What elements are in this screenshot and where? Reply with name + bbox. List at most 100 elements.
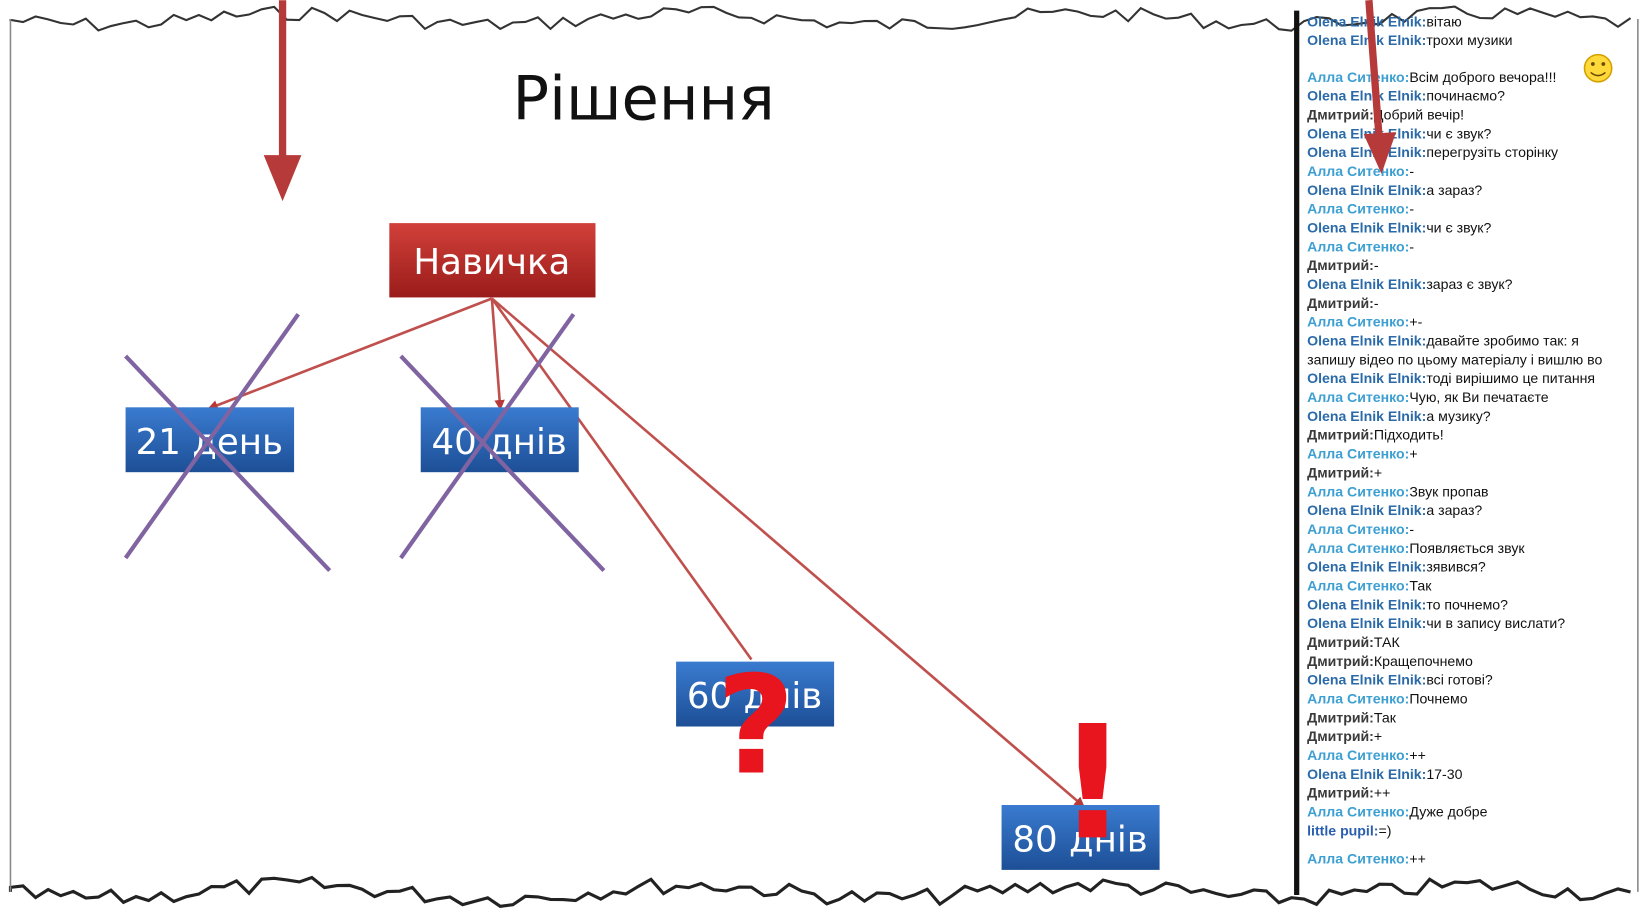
chat-author: Алла Ситенко: — [1307, 314, 1409, 330]
chat-text: Дуже добре — [1409, 804, 1487, 820]
chat-text: чи є звук? — [1426, 220, 1491, 236]
chat-text: починаємо? — [1426, 88, 1505, 104]
chat-message: Алла Ситенко:Так — [1307, 577, 1432, 593]
chat-text: ++ — [1409, 851, 1425, 867]
chat-message: Дмитрий:Добрий вечір! — [1307, 107, 1464, 123]
chat-message: Дмитрий:- — [1307, 295, 1379, 311]
chat-message: Olena Elnik Elnik:а зараз? — [1307, 182, 1482, 198]
chat-text: +- — [1409, 314, 1422, 330]
chat-author: Дмитрий: — [1307, 257, 1374, 273]
chat-author: Olena Elnik Elnik: — [1307, 144, 1426, 160]
chat-message: Алла Ситенко:Появляється звук — [1307, 540, 1525, 556]
chat-text: + — [1409, 446, 1417, 462]
chat-author: Дмитрий: — [1307, 709, 1374, 725]
chat-text: Почнемо — [1409, 690, 1467, 706]
chat-text: Добрий вечір! — [1374, 107, 1464, 123]
chat-message: Алла Ситенко:Звук пропав — [1307, 483, 1488, 499]
chat-author: Olena Elnik Elnik: — [1307, 333, 1426, 349]
chat-message: Olena Elnik Elnik:давайте зробимо так: я — [1307, 333, 1579, 349]
exclamation-mark: ! — [1057, 692, 1129, 875]
chat-text: перегрузіть сторінку — [1426, 144, 1559, 160]
chat-message: Olena Elnik Elnik:перегрузіть сторінку — [1307, 144, 1559, 160]
chat-author: Алла Ситенко: — [1307, 804, 1409, 820]
chat-text: вітаю — [1426, 13, 1461, 29]
chat-message: Алла Ситенко:++ — [1307, 851, 1426, 867]
slide-title: Рішення — [513, 64, 775, 134]
chat-author: Алла Ситенко: — [1307, 851, 1409, 867]
node-label: 40 днів — [432, 422, 567, 463]
chat-text-continued: запишу відео по цьому матеріалу і вишлю … — [1307, 351, 1602, 367]
chat-message: Olena Elnik Elnik:17-30 — [1307, 766, 1462, 782]
chat-text: давайте зробимо так: я — [1426, 333, 1579, 349]
chat-author: Алла Ситенко: — [1307, 163, 1409, 179]
chat-text: + — [1374, 728, 1382, 744]
chat-text: - — [1374, 295, 1379, 311]
chat-author: Алла Ситенко: — [1307, 540, 1409, 556]
chat-message: Алла Ситенко:++ — [1307, 747, 1426, 763]
chat-author: Алла Ситенко: — [1307, 690, 1409, 706]
chat-message: Olena Elnik Elnik:чи в запису вислати? — [1307, 615, 1565, 631]
chat-text: - — [1409, 201, 1414, 217]
chat-author: Olena Elnik Elnik: — [1307, 672, 1426, 688]
chat-author: Olena Elnik Elnik: — [1307, 182, 1426, 198]
chat-author: Дмитрий: — [1307, 634, 1374, 650]
chat-author: Olena Elnik Elnik: — [1307, 32, 1426, 48]
chat-message: Olena Elnik Elnik:тоді вирішимо це питан… — [1307, 370, 1595, 386]
chat-text: - — [1409, 521, 1414, 537]
chat-text: - — [1374, 257, 1379, 273]
chat-text: зараз є звук? — [1426, 276, 1512, 292]
smiley — [1584, 55, 1611, 82]
chat-message: Olena Elnik Elnik:чи є звук? — [1307, 220, 1491, 236]
chat-message: Алла Ситенко:Дуже добре — [1307, 804, 1488, 820]
chat-author: Алла Ситенко: — [1307, 446, 1409, 462]
chat-text: ++ — [1409, 747, 1425, 763]
chat-text: + — [1374, 464, 1382, 480]
chat-text: а музику? — [1426, 408, 1490, 424]
chat-text: =) — [1378, 822, 1391, 838]
chat-text: всі готові? — [1426, 672, 1493, 688]
chat-message: Olena Elnik Elnik:чи є звук? — [1307, 125, 1491, 141]
chat-text: трохи музики — [1426, 32, 1512, 48]
chat-message: Алла Ситенко:- — [1307, 238, 1414, 254]
chat-author: Olena Elnik Elnik: — [1307, 615, 1426, 631]
chat-author: Olena Elnik Elnik: — [1307, 88, 1426, 104]
chat-text: ++ — [1374, 785, 1390, 801]
chat-author: Алла Ситенко: — [1307, 238, 1409, 254]
chat-text: зявився? — [1426, 559, 1486, 575]
chat-text: Так — [1409, 577, 1432, 593]
chat-message: Olena Elnik Elnik:починаємо? — [1307, 88, 1505, 104]
chat-author: Дмитрий: — [1307, 464, 1374, 480]
chat-message: Дмитрий:- — [1307, 257, 1379, 273]
chat-author: Дмитрий: — [1307, 653, 1374, 669]
chat-message: Дмитрий:Підходить! — [1307, 427, 1444, 443]
chat-message: Алла Ситенко:Чую, як Ви печатаєте — [1307, 389, 1549, 405]
chat-text: тоді вирішимо це питання — [1426, 370, 1595, 386]
chat-author: Алла Ситенко: — [1307, 577, 1409, 593]
chat-text: то почнемо? — [1426, 596, 1508, 612]
chat-author: Olena Elnik Elnik: — [1307, 559, 1426, 575]
chat-text: ТАК — [1374, 634, 1401, 650]
chat-text: Всім доброго вечора!!! — [1409, 69, 1556, 85]
chat-author: Olena Elnik Elnik: — [1307, 502, 1426, 518]
chat-text: Так — [1374, 709, 1397, 725]
chat-author: Olena Elnik Elnik: — [1307, 766, 1426, 782]
chat-text: Чую, як Ви печатаєте — [1409, 389, 1548, 405]
chat-message: Olena Elnik Elnik:то почнемо? — [1307, 596, 1508, 612]
chat-author: Алла Ситенко: — [1307, 201, 1409, 217]
chat-author: Дмитрий: — [1307, 295, 1374, 311]
chat-text: 17-30 — [1426, 766, 1462, 782]
chat-message: Olena Elnik Elnik:а зараз? — [1307, 502, 1482, 518]
chat-author: Алла Ситенко: — [1307, 521, 1409, 537]
chat-author: Olena Elnik Elnik: — [1307, 596, 1426, 612]
question-mark: ? — [716, 648, 795, 806]
chat-text: Звук пропав — [1409, 483, 1488, 499]
chat-message: Olena Elnik Elnik:зявився? — [1307, 559, 1486, 575]
chat-author: Дмитрий: — [1307, 107, 1374, 123]
chat-author: Дмитрий: — [1307, 427, 1374, 443]
chat-text: а зараз? — [1426, 502, 1482, 518]
chat-message: Алла Ситенко:+ — [1307, 446, 1417, 462]
chat-message: Дмитрий:++ — [1307, 785, 1390, 801]
chat-message: Дмитрий:ТАК — [1307, 634, 1400, 650]
chat-text: Кращепочнемо — [1374, 653, 1473, 669]
root-label: Навичка — [413, 242, 570, 283]
